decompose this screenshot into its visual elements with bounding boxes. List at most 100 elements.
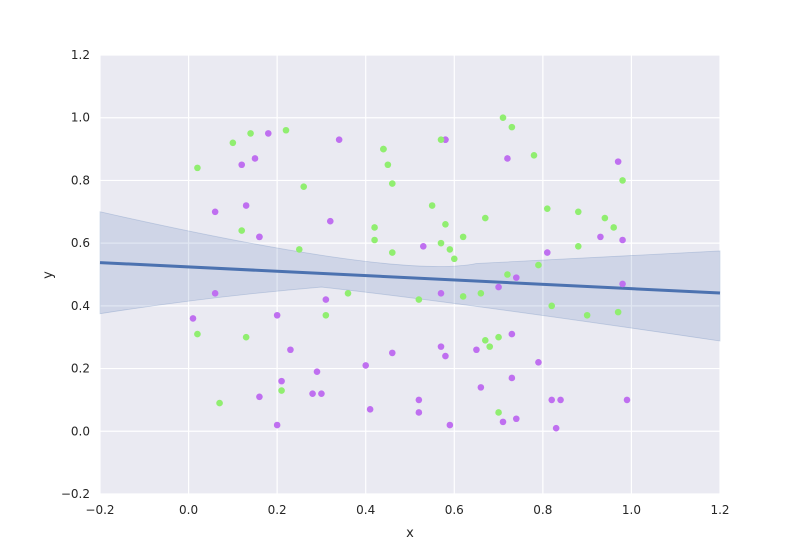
purple-point xyxy=(619,280,626,288)
purple-point xyxy=(535,359,542,366)
green-point xyxy=(495,333,502,341)
green-point xyxy=(437,136,445,143)
purple-point xyxy=(512,274,520,281)
purple-point xyxy=(388,349,396,357)
green-point xyxy=(530,152,538,159)
green-point xyxy=(428,202,436,209)
purple-point xyxy=(309,390,316,397)
green-point xyxy=(610,224,618,231)
purple-point xyxy=(273,311,281,319)
green-point xyxy=(216,399,223,407)
y-tick-label: 0.4 xyxy=(71,299,90,313)
purple-point xyxy=(278,377,285,385)
purple-point xyxy=(256,393,263,401)
purple-point xyxy=(189,315,197,322)
green-point xyxy=(481,214,489,222)
purple-point xyxy=(366,406,374,413)
y-tick-label: 0.8 xyxy=(71,173,90,187)
purple-point xyxy=(548,396,556,404)
purple-point xyxy=(504,155,511,162)
purple-point xyxy=(211,290,219,297)
green-point xyxy=(574,242,582,250)
purple-point xyxy=(442,352,449,360)
y-tick-label: 1.2 xyxy=(71,48,90,62)
x-tick-label: −0.2 xyxy=(85,503,114,517)
purple-point xyxy=(508,374,516,382)
purple-point xyxy=(512,415,520,423)
green-point xyxy=(238,227,246,234)
green-point xyxy=(614,308,622,316)
green-point xyxy=(371,236,378,244)
purple-point xyxy=(211,208,219,216)
green-point xyxy=(477,290,485,297)
x-tick-label: 0.0 xyxy=(179,503,198,517)
y-axis-label: y xyxy=(41,271,56,279)
green-point xyxy=(508,123,516,131)
green-point xyxy=(535,261,542,269)
purple-point xyxy=(614,158,622,165)
green-point xyxy=(388,249,396,256)
purple-point xyxy=(623,396,631,404)
purple-point xyxy=(256,233,263,241)
green-point xyxy=(442,221,449,228)
green-point xyxy=(415,296,423,303)
purple-point xyxy=(477,384,485,391)
green-point xyxy=(194,330,201,338)
green-point xyxy=(371,224,378,231)
purple-point xyxy=(326,217,334,225)
green-point xyxy=(504,271,511,278)
purple-point xyxy=(495,283,502,291)
x-tick-label: 0.6 xyxy=(445,503,464,517)
purple-point xyxy=(508,330,516,338)
x-tick-label: 0.4 xyxy=(356,503,375,517)
x-tick-label: 0.2 xyxy=(268,503,287,517)
purple-point xyxy=(273,421,281,429)
green-point xyxy=(295,246,303,253)
green-point xyxy=(481,337,489,344)
green-point xyxy=(601,214,609,222)
green-point xyxy=(543,205,551,212)
purple-point xyxy=(619,236,626,244)
green-point xyxy=(619,177,626,184)
green-point xyxy=(583,311,591,319)
green-point xyxy=(242,333,250,341)
green-point xyxy=(282,126,290,134)
y-tick-label: −0.2 xyxy=(61,487,90,501)
y-tick-label: 0.2 xyxy=(71,362,90,376)
green-point xyxy=(459,293,467,300)
green-point xyxy=(229,139,237,147)
x-tick-labels: −0.2 0.0 0.2 0.4 0.6 0.8 1.0 1.2 xyxy=(85,503,729,517)
green-point xyxy=(486,343,494,350)
purple-point xyxy=(597,233,604,241)
purple-point xyxy=(552,424,560,432)
green-point xyxy=(574,208,582,216)
green-point xyxy=(278,387,285,394)
green-point xyxy=(384,161,392,169)
y-tick-label: 0.0 xyxy=(71,424,90,438)
grid-lines xyxy=(99,54,721,495)
x-axis-label: x xyxy=(406,526,414,541)
x-tick-label: 0.8 xyxy=(533,503,552,517)
purple-point xyxy=(473,346,480,354)
purple-point xyxy=(313,368,321,376)
purple-point xyxy=(499,418,507,426)
purple-point xyxy=(415,409,423,416)
regression-line xyxy=(99,261,721,295)
purple-point xyxy=(322,296,330,303)
purple-point xyxy=(335,136,343,143)
y-tick-label: 1.0 xyxy=(71,111,90,125)
green-point xyxy=(344,290,352,297)
green-point xyxy=(194,164,201,172)
plot-background xyxy=(100,55,720,494)
green-point xyxy=(446,246,454,253)
data-points xyxy=(189,114,631,432)
purple-point xyxy=(264,130,272,137)
purple-point xyxy=(251,155,259,162)
green-point xyxy=(499,114,507,122)
green-point xyxy=(548,302,556,310)
x-tick-label: 1.0 xyxy=(622,503,641,517)
purple-point xyxy=(437,290,445,297)
purple-point xyxy=(362,362,370,369)
purple-point xyxy=(446,421,454,429)
green-point xyxy=(437,239,445,247)
